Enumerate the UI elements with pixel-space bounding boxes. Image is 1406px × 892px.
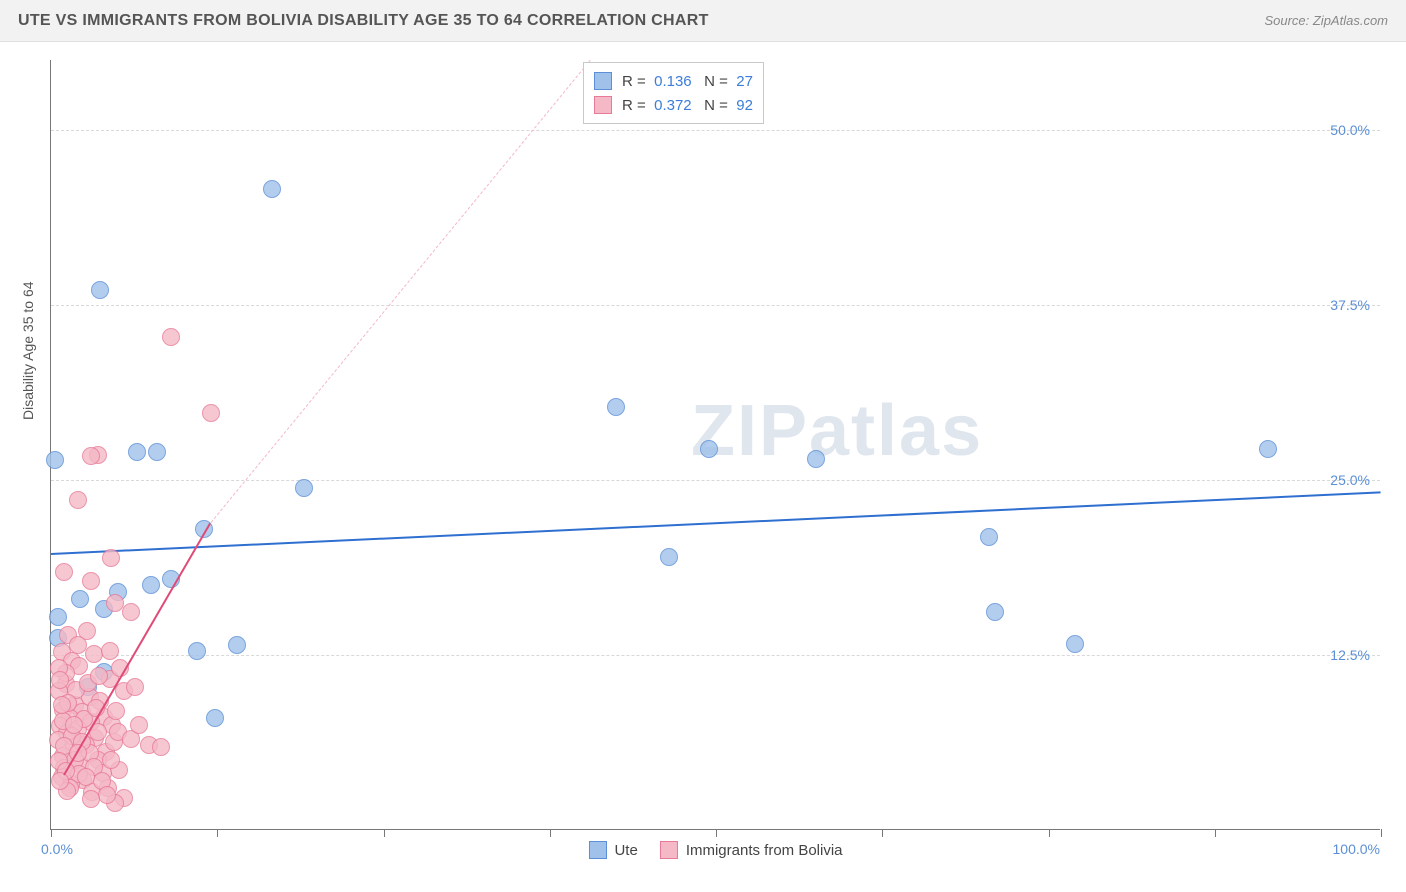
y-tick-label: 50.0% bbox=[1330, 122, 1370, 138]
scatter-point bbox=[65, 716, 83, 734]
source-label: Source: ZipAtlas.com bbox=[1264, 13, 1388, 28]
scatter-point bbox=[986, 603, 1004, 621]
scatter-point bbox=[46, 451, 64, 469]
scatter-point bbox=[142, 576, 160, 594]
legend-label: Immigrants from Bolivia bbox=[686, 842, 843, 859]
scatter-point bbox=[49, 608, 67, 626]
x-tick bbox=[51, 829, 52, 837]
legend-stat-text: R = 0.372 N = 92 bbox=[622, 97, 753, 114]
gridline-h bbox=[51, 305, 1380, 306]
scatter-point bbox=[85, 645, 103, 663]
legend-item: Immigrants from Bolivia bbox=[660, 841, 843, 859]
scatter-point bbox=[1066, 635, 1084, 653]
trend-line bbox=[51, 491, 1381, 555]
legend-bottom: Ute Immigrants from Bolivia bbox=[588, 841, 842, 859]
scatter-point bbox=[660, 548, 678, 566]
scatter-point bbox=[128, 443, 146, 461]
x-tick bbox=[384, 829, 385, 837]
legend-swatch bbox=[588, 841, 606, 859]
legend-item: Ute bbox=[588, 841, 637, 859]
y-tick-label: 37.5% bbox=[1330, 297, 1370, 313]
title-bar: UTE VS IMMIGRANTS FROM BOLIVIA DISABILIT… bbox=[0, 0, 1406, 42]
scatter-point bbox=[69, 491, 87, 509]
scatter-point bbox=[980, 528, 998, 546]
x-tick bbox=[882, 829, 883, 837]
scatter-point bbox=[82, 572, 100, 590]
scatter-point bbox=[1259, 440, 1277, 458]
x-tick bbox=[550, 829, 551, 837]
watermark: ZIPatlas bbox=[691, 390, 983, 472]
legend-stat-text: R = 0.136 N = 27 bbox=[622, 73, 753, 90]
gridline-h bbox=[51, 130, 1380, 131]
y-tick-label: 25.0% bbox=[1330, 472, 1370, 488]
scatter-point bbox=[51, 772, 69, 790]
x-tick-label-min: 0.0% bbox=[41, 841, 73, 857]
x-tick bbox=[217, 829, 218, 837]
scatter-point bbox=[295, 479, 313, 497]
chart-title: UTE VS IMMIGRANTS FROM BOLIVIA DISABILIT… bbox=[18, 12, 709, 30]
scatter-point bbox=[148, 443, 166, 461]
scatter-point bbox=[55, 563, 73, 581]
scatter-point bbox=[126, 678, 144, 696]
scatter-point bbox=[90, 667, 108, 685]
scatter-point bbox=[122, 603, 140, 621]
legend-swatch bbox=[594, 96, 612, 114]
scatter-point bbox=[263, 180, 281, 198]
legend-stats-row: R = 0.136 N = 27 bbox=[594, 69, 753, 93]
scatter-point bbox=[91, 281, 109, 299]
x-tick bbox=[1381, 829, 1382, 837]
scatter-point bbox=[102, 751, 120, 769]
scatter-point bbox=[700, 440, 718, 458]
x-tick-label-max: 100.0% bbox=[1333, 841, 1380, 857]
legend-swatch bbox=[594, 72, 612, 90]
scatter-point bbox=[162, 328, 180, 346]
gridline-h bbox=[51, 655, 1380, 656]
scatter-point bbox=[102, 549, 120, 567]
legend-stats-row: R = 0.372 N = 92 bbox=[594, 93, 753, 117]
plot-area: ZIPatlas 12.5%25.0%37.5%50.0%0.0%100.0%R… bbox=[50, 60, 1380, 830]
scatter-point bbox=[107, 702, 125, 720]
scatter-point bbox=[206, 709, 224, 727]
scatter-point bbox=[69, 636, 87, 654]
legend-stats: R = 0.136 N = 27 R = 0.372 N = 92 bbox=[583, 62, 764, 124]
x-tick bbox=[1049, 829, 1050, 837]
legend-swatch bbox=[660, 841, 678, 859]
x-tick bbox=[716, 829, 717, 837]
x-tick bbox=[1215, 829, 1216, 837]
y-tick-label: 12.5% bbox=[1330, 647, 1370, 663]
scatter-point bbox=[228, 636, 246, 654]
scatter-point bbox=[51, 671, 69, 689]
scatter-point bbox=[82, 790, 100, 808]
scatter-point bbox=[82, 447, 100, 465]
scatter-point bbox=[202, 404, 220, 422]
y-axis-label: Disability Age 35 to 64 bbox=[20, 281, 36, 420]
legend-label: Ute bbox=[614, 842, 637, 859]
scatter-point bbox=[71, 590, 89, 608]
scatter-point bbox=[607, 398, 625, 416]
gridline-h bbox=[51, 480, 1380, 481]
scatter-point bbox=[152, 738, 170, 756]
scatter-point bbox=[130, 716, 148, 734]
scatter-point bbox=[53, 696, 71, 714]
scatter-point bbox=[807, 450, 825, 468]
scatter-point bbox=[188, 642, 206, 660]
scatter-point bbox=[98, 786, 116, 804]
scatter-point bbox=[77, 768, 95, 786]
scatter-point bbox=[101, 642, 119, 660]
